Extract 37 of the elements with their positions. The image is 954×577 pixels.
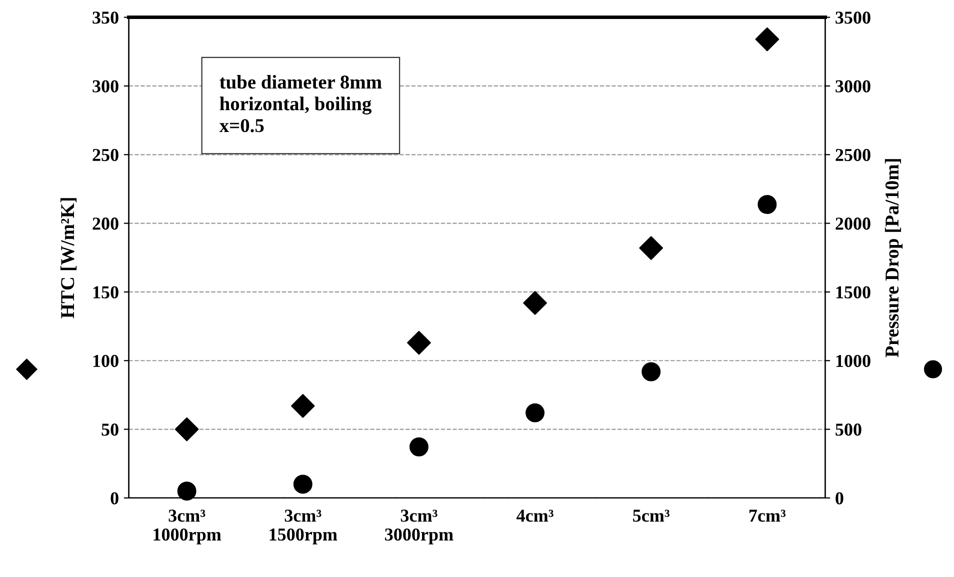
y-tick-label: 250 — [92, 148, 118, 162]
y-tick-label: 350 — [92, 12, 118, 24]
x-tick-label: 3cm³ 1500rpm — [270, 510, 338, 544]
x-tick-label: 5cm³ — [633, 510, 670, 522]
y2-tick-label: 0 — [836, 492, 844, 504]
point — [758, 195, 777, 214]
point — [409, 437, 428, 456]
point — [642, 362, 661, 382]
y2-axis-title: Pressure Drop [Pa/10m] — [884, 159, 903, 358]
point — [407, 330, 431, 355]
y-tick-label: 150 — [93, 286, 118, 298]
y-tick-label: 0 — [110, 492, 118, 504]
point — [526, 403, 545, 422]
y2-tick-label: 1000 — [836, 354, 870, 368]
x-tick-label: 3cm³ 3000rpm — [385, 510, 454, 544]
y2-tick-label: 3000 — [836, 80, 870, 92]
y2-tick-label: 1500 — [836, 286, 870, 298]
x-tick-label: 7cm³ — [749, 510, 786, 522]
x-tick-label: 3cm³ 1000rpm — [154, 510, 222, 544]
point — [174, 417, 199, 442]
y2-tick-label: 500 — [836, 424, 862, 436]
y2-tick-label: 3500 — [836, 12, 870, 24]
y-axis-title: HTC [W/m²K] — [60, 198, 77, 318]
y-tick-label: 300 — [92, 80, 118, 92]
point — [291, 394, 315, 418]
point — [639, 236, 663, 260]
y-tick-label: 50 — [102, 424, 118, 436]
point — [755, 27, 780, 52]
y2-tick-label: 2500 — [836, 148, 870, 162]
x-tick-label: 4cm³ — [516, 510, 554, 522]
annotation: tube diameter 8mm horizontal, boiling x=0.5 — [219, 74, 382, 132]
y-tick-label: 100 — [93, 354, 118, 368]
point — [293, 474, 312, 494]
point — [177, 482, 196, 501]
y2-tick-label: 2000 — [836, 218, 870, 230]
y-tick-label: 200 — [92, 218, 118, 230]
point — [523, 291, 547, 315]
